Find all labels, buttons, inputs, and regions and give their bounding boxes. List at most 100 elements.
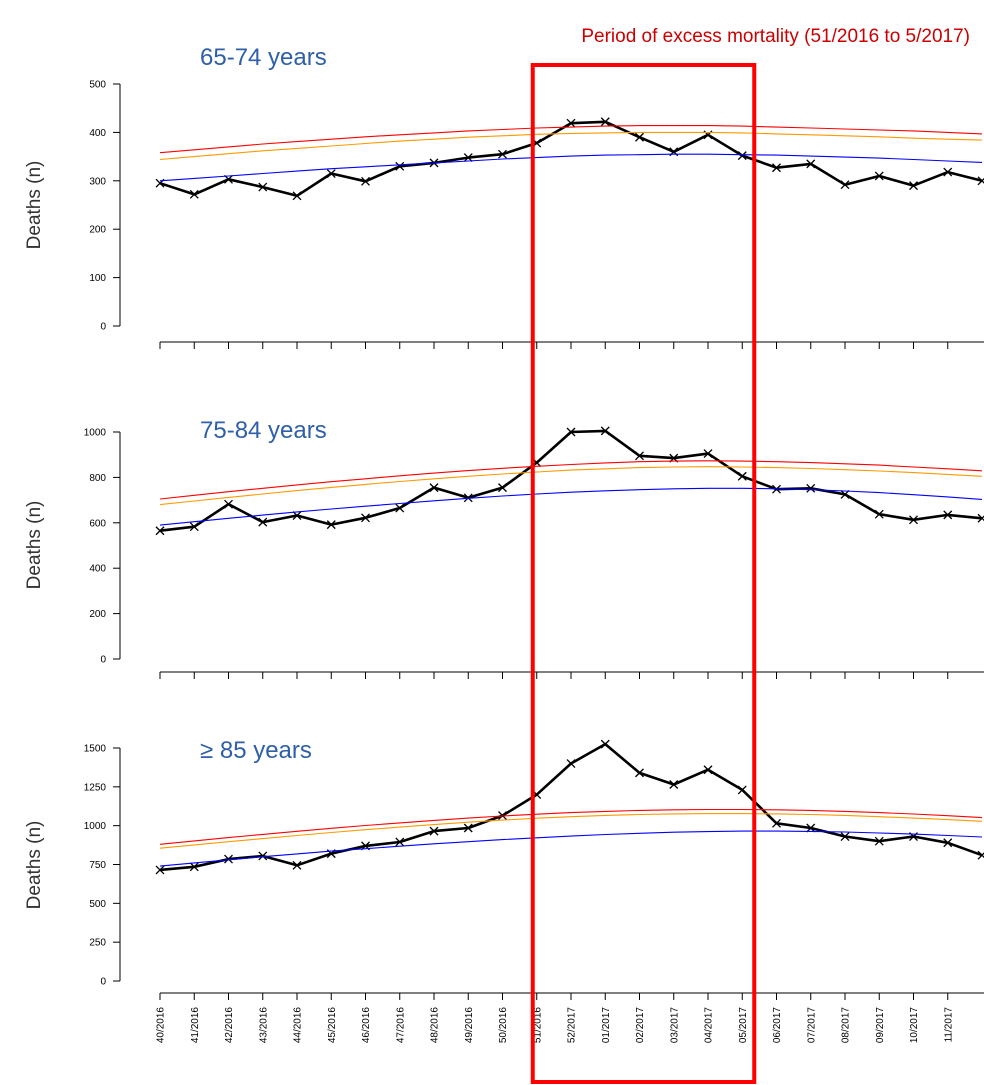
x-tick-label: 47/2016 — [395, 1007, 406, 1044]
data-point-marker — [326, 169, 336, 178]
marker-stroke — [737, 151, 747, 161]
panel-2: 75-84 years Deaths (n) 0 200 400 600 800 1000 — [24, 417, 984, 679]
y-tick-label: 200 — [89, 225, 106, 236]
series-line-threshold-orange — [159, 466, 983, 506]
marker-stroke — [874, 836, 884, 846]
data-point-marker — [258, 517, 268, 527]
marker-stroke — [326, 169, 336, 178]
marker-stroke — [258, 182, 268, 192]
panel-title: 75-84 years — [200, 417, 327, 444]
data-point-marker — [635, 451, 644, 461]
data-point-marker — [189, 189, 199, 199]
y-tick-label: 1250 — [84, 782, 107, 793]
marker-stroke — [669, 780, 679, 789]
panel-title: ≥ 85 years — [200, 737, 312, 764]
excess-period-highlight-box — [530, 63, 757, 1084]
data-point-marker — [943, 838, 953, 848]
x-tick-label: 11/2017 — [943, 1007, 954, 1043]
marker-stroke — [874, 509, 884, 519]
series-line-threshold-red — [159, 808, 983, 845]
data-point-marker — [463, 823, 473, 833]
data-point-marker — [498, 149, 507, 159]
marker-stroke — [155, 526, 165, 536]
data-point-marker — [737, 785, 747, 795]
marker-stroke — [189, 189, 199, 199]
data-point-marker — [703, 765, 713, 775]
marker-stroke — [224, 854, 233, 864]
data-point-marker — [600, 426, 610, 436]
marker-stroke — [909, 181, 918, 191]
marker-stroke — [806, 159, 816, 169]
y-tick-label: 750 — [89, 860, 106, 871]
y-axis-label: Deaths (n) — [24, 821, 45, 910]
data-point-marker — [737, 471, 747, 481]
series-line-baseline — [159, 830, 983, 867]
marker-stroke — [600, 117, 610, 127]
data-point-marker — [635, 768, 644, 778]
x-tick-label: 02/2017 — [635, 1007, 646, 1044]
marker-stroke — [772, 818, 781, 828]
marker-stroke — [874, 171, 884, 181]
marker-stroke — [772, 163, 781, 173]
marker-stroke — [737, 785, 747, 795]
x-tick-label: 43/2016 — [258, 1007, 269, 1044]
marker-stroke — [806, 483, 816, 493]
data-point-marker — [806, 483, 816, 493]
marker-stroke — [326, 520, 336, 530]
marker-stroke — [703, 449, 713, 459]
y-tick-label: 100 — [89, 273, 106, 284]
y-axis-label: Deaths (n) — [24, 161, 45, 250]
marker-stroke — [361, 513, 370, 523]
marker-stroke — [224, 174, 233, 184]
marker-stroke — [292, 191, 302, 201]
data-point-marker — [840, 489, 850, 499]
y-tick-label: 600 — [89, 518, 106, 529]
x-tick-label: 50/2016 — [498, 1007, 509, 1044]
data-point-marker — [909, 515, 918, 525]
series-line-threshold-orange — [159, 813, 983, 849]
x-tick-label: 05/2017 — [738, 1007, 749, 1044]
y-tick-label: 200 — [89, 609, 106, 620]
panel-3: ≥ 85 years Deaths (n) 0 250 500 750 1000 1250 15… — [24, 737, 984, 1000]
marker-stroke — [943, 838, 953, 848]
y-tick-label: 0 — [100, 322, 106, 333]
marker-stroke — [395, 161, 405, 171]
series-line-threshold-red — [159, 125, 983, 154]
data-point-marker — [326, 520, 336, 530]
x-tick-label: 40/2016 — [156, 1007, 167, 1044]
x-tick-label: 03/2017 — [669, 1007, 680, 1044]
y-tick-label: 0 — [100, 977, 106, 988]
data-point-marker — [909, 181, 918, 191]
data-point-marker — [840, 180, 850, 190]
x-tick-label: 10/2017 — [909, 1007, 920, 1044]
data-point-marker — [977, 176, 984, 186]
y-tick-label: 800 — [89, 473, 106, 484]
data-point-marker — [224, 854, 233, 864]
y-tick-label: 1000 — [84, 428, 107, 439]
x-tick-label: 09/2017 — [875, 1007, 886, 1044]
marker-stroke — [566, 427, 576, 437]
data-point-marker — [429, 483, 439, 493]
data-point-marker — [943, 510, 953, 520]
x-tick-label: 01/2017 — [601, 1007, 612, 1044]
data-point-marker — [737, 151, 747, 161]
x-tick-label: 49/2016 — [464, 1007, 475, 1044]
data-point-marker — [292, 191, 302, 201]
data-point-marker — [566, 759, 576, 768]
x-tick-label: 07/2017 — [806, 1007, 817, 1044]
data-point-marker — [874, 509, 884, 519]
marker-stroke — [258, 851, 268, 861]
data-point-marker — [258, 182, 268, 192]
marker-stroke — [977, 177, 984, 186]
data-point-marker — [498, 483, 507, 493]
data-point-marker — [361, 513, 370, 523]
y-tick-label: 500 — [89, 80, 106, 91]
data-point-marker — [806, 159, 816, 169]
data-point-marker — [977, 850, 984, 860]
marker-stroke — [840, 180, 850, 190]
x-tick-label: 48/2016 — [430, 1007, 441, 1044]
panel-title: 65-74 years — [200, 44, 327, 71]
marker-stroke — [155, 865, 165, 875]
x-tick-label: 06/2017 — [772, 1007, 783, 1044]
x-tick-label: 04/2017 — [704, 1007, 715, 1044]
